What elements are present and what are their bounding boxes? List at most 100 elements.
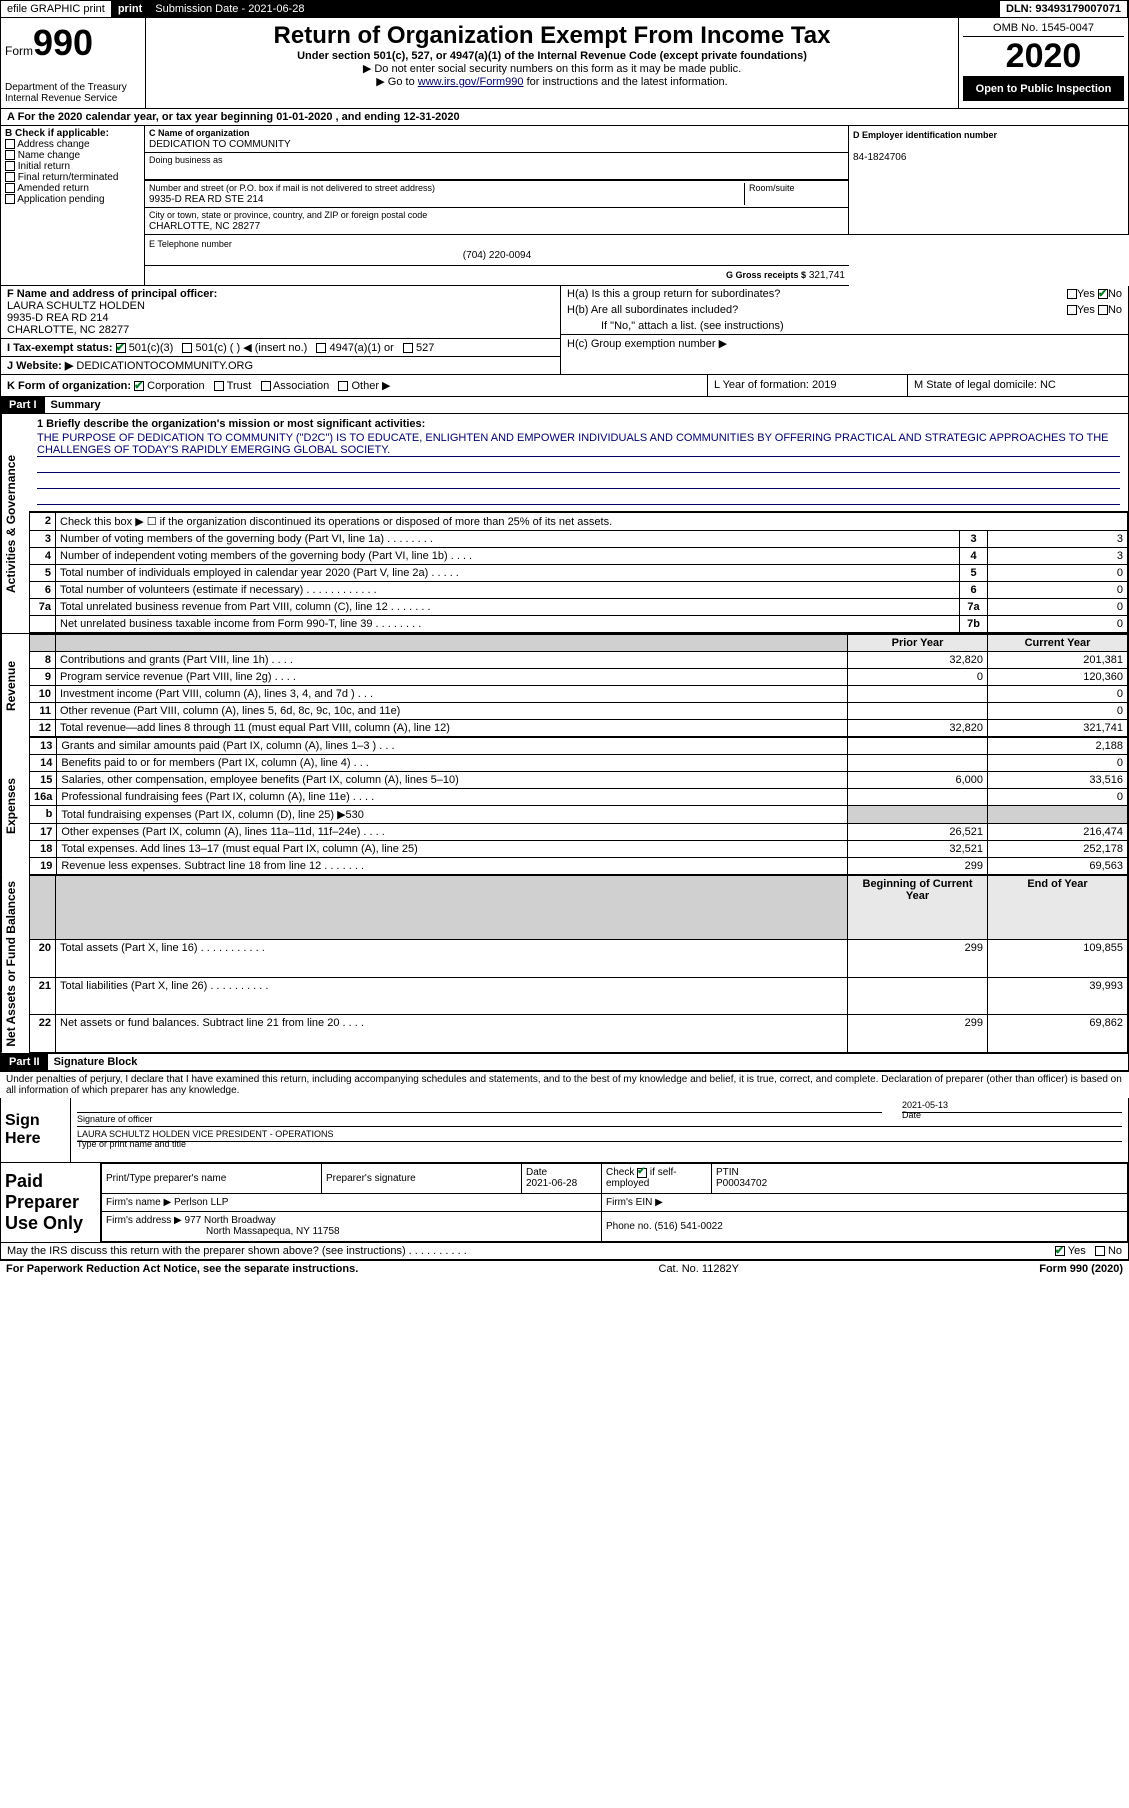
mission-block: 1 Briefly describe the organization's mi… [29,414,1128,512]
checkbox-4947[interactable] [316,343,326,353]
m-state: M State of legal domicile: NC [908,375,1128,396]
table-row: 9Program service revenue (Part VIII, lin… [30,669,1128,686]
table-header-row: Beginning of Current YearEnd of Year [30,876,1128,940]
pp-phone-label: Phone no. [606,1221,652,1232]
checkbox-corp[interactable] [134,381,144,391]
f-label: F Name and address of principal officer: [7,288,217,300]
open-public-badge: Open to Public Inspection [963,77,1124,101]
dba-label: Doing business as [149,155,223,165]
form-header: Form990 Department of the Treasury Inter… [0,18,1129,109]
opt-other: Other ▶ [351,380,390,392]
dln-label: DLN: 93493179007071 [1000,1,1128,17]
checkbox-assoc[interactable] [261,381,271,391]
hb-row: H(b) Are all subordinates included? Yes … [561,302,1128,318]
sign-here-block: Sign Here Signature of officer 2021-05-1… [0,1098,1129,1163]
discuss-yes: Yes [1068,1245,1086,1257]
paid-label: Paid Preparer Use Only [1,1163,101,1242]
checkbox-initial-return[interactable] [5,161,15,171]
checkbox-trust[interactable] [214,381,224,391]
governance-table: 2Check this box ▶ ☐ if the organization … [29,512,1128,633]
paid-preparer-block: Paid Preparer Use Only Print/Type prepar… [0,1163,1129,1243]
opt-name: Name change [18,150,80,161]
checkbox-501c[interactable] [182,343,192,353]
room-label: Room/suite [744,183,844,205]
table-row: 5Total number of individuals employed in… [30,565,1128,582]
checkbox-ha-no[interactable] [1098,289,1108,299]
print-button[interactable]: print [112,1,149,17]
phone-value: (704) 220-0094 [149,250,845,261]
checkbox-discuss-yes[interactable] [1055,1246,1065,1256]
row-a-text: A For the 2020 calendar year, or tax yea… [7,111,460,123]
table-row: 12Total revenue—add lines 8 through 11 (… [30,720,1128,737]
table-row: 7aTotal unrelated business revenue from … [30,599,1128,616]
checkbox-final-return[interactable] [5,172,15,182]
pp-phone: (516) 541-0022 [654,1221,722,1232]
checkbox-hb-yes[interactable] [1067,305,1077,315]
checkbox-pending[interactable] [5,194,15,204]
table-row: 8Contributions and grants (Part VIII, li… [30,652,1128,669]
pp-addr-label: Firm's address ▶ [106,1215,182,1226]
omb-number: OMB No. 1545-0047 [963,22,1124,37]
footer-right: Form 990 (2020) [1039,1263,1123,1275]
city-label: City or town, state or province, country… [149,210,427,220]
preparer-table: Print/Type preparer's name Preparer's si… [101,1163,1128,1242]
table-row: 16aProfessional fundraising fees (Part I… [30,789,1128,806]
checkbox-discuss-no[interactable] [1095,1246,1105,1256]
vtab-governance: Activities & Governance [1,414,29,633]
table-row: 20Total assets (Part X, line 16) . . . .… [30,940,1128,978]
table-header-row: Prior YearCurrent Year [30,635,1128,652]
table-row: bTotal fundraising expenses (Part IX, co… [30,806,1128,824]
pp-firm-label: Firm's name ▶ [106,1197,171,1208]
section-revenue: Revenue Prior YearCurrent Year8Contribut… [0,633,1129,737]
part-ii-header: Part II Signature Block [0,1054,1129,1071]
checkbox-address-change[interactable] [5,139,15,149]
irs-link[interactable]: www.irs.gov/Form990 [418,76,524,88]
pp-date: 2021-06-28 [526,1178,577,1189]
checkbox-501c3[interactable] [116,343,126,353]
ha-no: No [1108,288,1122,300]
website-value: DEDICATIONTOCOMMUNITY.ORG [76,360,253,372]
table-row: 22Net assets or fund balances. Subtract … [30,1015,1128,1053]
street-label: Number and street (or P.O. box if mail i… [149,183,435,193]
table-row: 15Salaries, other compensation, employee… [30,772,1128,789]
table-row: 11Other revenue (Part VIII, column (A), … [30,703,1128,720]
pp-h2: Preparer's signature [322,1163,522,1193]
j-block: J Website: ▶ DEDICATIONTOCOMMUNITY.ORG [1,356,560,374]
table-row: 2Check this box ▶ ☐ if the organization … [30,513,1128,531]
hb-yes: Yes [1077,304,1095,316]
blank-line [37,491,1120,505]
section-expenses: Expenses 13Grants and similar amounts pa… [0,737,1129,875]
checkbox-amended[interactable] [5,183,15,193]
vtab-revenue: Revenue [1,634,29,737]
j-label: J Website: ▶ [7,360,73,372]
opt-corp: Corporation [147,380,204,392]
ha-yes: Yes [1077,288,1095,300]
d-cell: D Employer identification number84-18247… [849,126,1129,235]
checkbox-527[interactable] [403,343,413,353]
i-block: I Tax-exempt status: 501(c)(3) 501(c) ( … [1,338,560,356]
checkbox-hb-no[interactable] [1098,305,1108,315]
section-b: B Check if applicable: Address change Na… [0,126,145,286]
i-label: I Tax-exempt status: [7,342,113,354]
opt-final: Final return/terminated [18,172,119,183]
checkbox-self-employed[interactable] [637,1168,647,1178]
k-label: K Form of organization: [7,380,131,392]
checkbox-other[interactable] [338,381,348,391]
checkbox-name-change[interactable] [5,150,15,160]
form-number: 990 [33,22,93,63]
city-value: CHARLOTTE, NC 28277 [149,221,260,232]
opt-amended: Amended return [17,183,89,194]
opt-501c: 501(c) ( ) ◀ (insert no.) [196,342,308,354]
street-value: 9935-D REA RD STE 214 [149,194,264,205]
instr-2-post: for instructions and the latest informat… [524,76,728,88]
checkbox-ha-yes[interactable] [1067,289,1077,299]
opt-assoc: Association [273,380,329,392]
sig-typed-name: LAURA SCHULTZ HOLDEN VICE PRESIDENT - OP… [77,1129,1122,1139]
top-bar: efile GRAPHIC print print Submission Dat… [0,0,1129,18]
blank-line [37,459,1120,473]
sig-date-label: Date [902,1110,921,1120]
tax-year: 2020 [963,37,1124,77]
part-ii-title: Signature Block [48,1054,144,1070]
instr-2: ▶ Go to www.irs.gov/Form990 for instruct… [150,75,954,88]
table-row: 13Grants and similar amounts paid (Part … [30,738,1128,755]
